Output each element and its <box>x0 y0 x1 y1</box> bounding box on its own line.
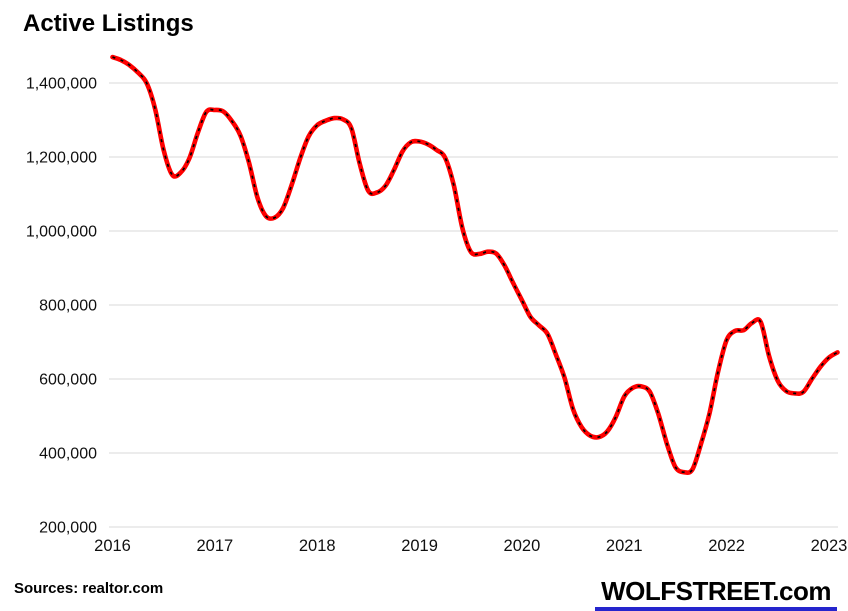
x-axis-tick-label: 2016 <box>94 537 131 555</box>
y-axis-tick-label: 1,000,000 <box>26 224 97 241</box>
x-axis-tick-label: 2018 <box>299 537 336 555</box>
sources-label: Sources: realtor.com <box>14 580 164 597</box>
line-dash-overlay <box>112 56 838 474</box>
x-axis-tick-label: 2022 <box>708 537 745 555</box>
x-axis-tick-label: 2017 <box>196 537 233 555</box>
x-axis-tick-label: 2021 <box>606 537 643 555</box>
x-axis-tick-label: 2023 <box>811 537 848 555</box>
y-axis-tick-label: 600,000 <box>39 372 97 389</box>
y-axis-tick-label: 1,400,000 <box>26 76 97 93</box>
active-listings-line <box>110 54 840 475</box>
brand-label: WOLFSTREET.com <box>601 576 831 606</box>
y-axis-tick-label: 200,000 <box>39 520 97 537</box>
y-axis-tick-label: 1,200,000 <box>26 150 97 167</box>
plot-area: 200,000 400,000 600,000 800,000 1,000,000 1,2… <box>26 54 848 555</box>
y-axis-tick-label: 800,000 <box>39 298 97 315</box>
chart-title: Active Listings <box>23 10 194 37</box>
x-axis-tick-label: 2020 <box>504 537 541 555</box>
y-axis-tick-label: 400,000 <box>39 446 97 463</box>
brand-underline <box>595 607 837 611</box>
x-axis-tick-label: 2019 <box>401 537 438 555</box>
